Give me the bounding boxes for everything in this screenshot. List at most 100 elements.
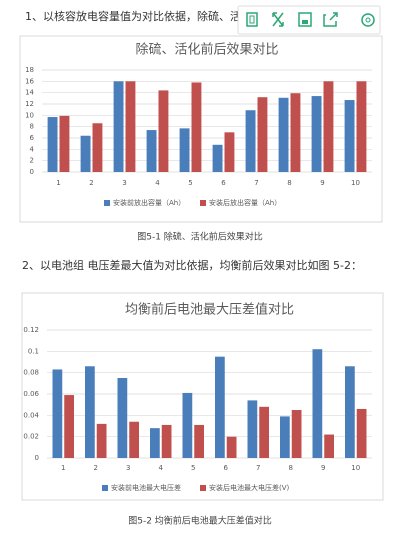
toolbar-bg — [237, 5, 381, 35]
caption: 图5-1 除硫、活化前后效果对比 — [137, 231, 263, 243]
paragraph: 1、以核容放电容量值为对比依据，除硫、活 — [25, 9, 241, 23]
bar — [356, 81, 367, 172]
tool-fullscreen[interactable] — [272, 12, 284, 27]
bar — [117, 378, 128, 458]
y-tick-label: 16 — [25, 77, 34, 85]
bar — [52, 369, 63, 458]
bar — [182, 392, 193, 458]
bar — [345, 366, 355, 458]
x-tick-label: 9 — [320, 179, 324, 187]
bar — [245, 110, 256, 172]
x-tick-label: 6 — [221, 179, 226, 187]
tool-settings[interactable] — [361, 13, 375, 27]
bar — [129, 421, 139, 458]
x-tick-label: 3 — [126, 464, 130, 472]
y-tick-label: 0.1 — [28, 347, 39, 355]
y-tick-label: 12 — [25, 100, 34, 108]
legend-label: 安装后电池最大电压差(V) — [209, 483, 290, 492]
x-tick-label: 6 — [224, 464, 229, 472]
chart-frame — [21, 292, 384, 501]
y-tick-label: 6 — [30, 134, 35, 142]
bar — [280, 416, 290, 458]
bar — [161, 424, 172, 458]
bar — [212, 144, 223, 172]
bar — [113, 81, 124, 172]
x-tick-label: 2 — [94, 464, 98, 472]
bar — [257, 97, 268, 172]
y-tick-label: 0 — [35, 454, 39, 462]
bar — [146, 130, 157, 172]
paragraph: 2、以电池组 电压差最大值为对比依据，均衡前后效果对比如图 5-2： — [22, 258, 362, 272]
y-tick-label: 0.04 — [23, 411, 39, 419]
toolbar — [237, 5, 381, 35]
legend-label: 安装前电池最大电压差 — [111, 483, 181, 492]
bar — [59, 115, 70, 172]
x-tick-label: 8 — [289, 464, 293, 472]
bar — [64, 395, 74, 458]
x-tick-label: 9 — [321, 464, 325, 472]
x-tick-label: 7 — [256, 464, 260, 472]
y-tick-label: 0.12 — [23, 326, 39, 334]
y-tick-label: 18 — [25, 66, 34, 74]
bar — [323, 81, 334, 172]
bar — [194, 424, 204, 458]
bar — [290, 93, 301, 172]
bar — [179, 128, 190, 172]
legend-swatch — [102, 485, 108, 491]
bar — [80, 135, 91, 172]
bar — [85, 366, 95, 458]
bar — [215, 356, 225, 458]
bar — [278, 97, 289, 172]
legend-label: 安装前放出容量（Ah） — [113, 198, 185, 207]
caption: 图5-2 均衡前后电池最大压差值对比 — [128, 515, 272, 527]
bar — [311, 96, 322, 172]
bar — [226, 436, 237, 458]
y-tick-label: 8 — [30, 123, 34, 131]
bar — [96, 423, 107, 458]
y-tick-label: 4 — [30, 145, 35, 153]
x-tick-label: 8 — [287, 179, 291, 187]
bar — [224, 132, 235, 172]
x-tick-label: 4 — [155, 179, 160, 187]
legend-swatch — [200, 200, 206, 206]
legend-swatch — [200, 485, 206, 491]
bar — [158, 90, 169, 172]
x-tick-label: 5 — [188, 179, 192, 187]
bar — [259, 406, 269, 458]
x-tick-label: 3 — [122, 179, 126, 187]
legend-swatch — [104, 200, 110, 206]
bar — [150, 428, 160, 458]
bar — [324, 434, 334, 458]
y-tick-label: 0.02 — [23, 433, 39, 441]
tool-share[interactable] — [323, 12, 338, 27]
legend-label: 安装后放出容量（Ah） — [209, 198, 281, 207]
chart-title: 除硫、活化前后效果对比 — [135, 42, 278, 58]
bar — [356, 408, 367, 458]
x-tick-label: 1 — [61, 464, 65, 472]
bar — [247, 400, 258, 458]
x-tick-label: 1 — [56, 179, 60, 187]
y-tick-label: 0.06 — [23, 390, 39, 398]
x-tick-label: 10 — [351, 464, 360, 472]
bar — [125, 81, 136, 172]
x-tick-label: 2 — [89, 179, 93, 187]
tool-copy[interactable] — [246, 12, 258, 27]
chart-title: 均衡前后电池最大压差值对比 — [125, 302, 294, 318]
bar — [312, 349, 323, 458]
bar — [291, 410, 302, 458]
x-tick-label: 7 — [254, 179, 258, 187]
x-tick-label: 5 — [191, 464, 195, 472]
tool-save[interactable] — [298, 12, 312, 27]
y-tick-label: 2 — [30, 157, 34, 165]
bar — [47, 117, 58, 172]
y-tick-label: 0 — [30, 168, 34, 176]
x-tick-label: 10 — [351, 179, 360, 187]
bar — [191, 82, 202, 172]
bar — [92, 123, 103, 172]
y-tick-label: 0.08 — [23, 369, 39, 377]
y-tick-label: 14 — [25, 89, 34, 97]
bar — [344, 100, 355, 172]
y-tick-label: 10 — [25, 111, 34, 119]
x-tick-label: 4 — [159, 464, 164, 472]
